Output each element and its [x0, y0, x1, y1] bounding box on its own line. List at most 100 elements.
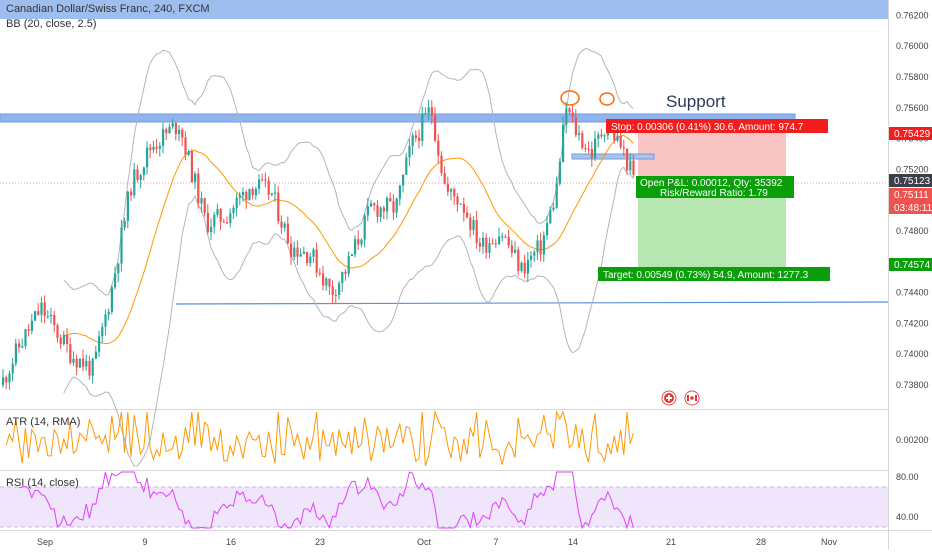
- candle-body: [62, 334, 65, 345]
- candle-body: [366, 206, 369, 216]
- candle-body: [376, 205, 379, 217]
- candle-body: [453, 189, 456, 197]
- candle-body: [552, 207, 555, 210]
- candle-body: [315, 249, 318, 273]
- candle-body: [264, 179, 267, 181]
- stop-zone[interactable]: [638, 130, 786, 183]
- candle-body: [286, 223, 289, 244]
- candle-body: [478, 242, 481, 247]
- rsi-band: [0, 487, 888, 527]
- candle-body: [334, 295, 337, 297]
- candle-body: [232, 207, 235, 214]
- price-tick-label: 0.74800: [896, 226, 929, 236]
- candle-body: [344, 271, 347, 274]
- target-price-badge: [889, 258, 932, 271]
- price-tick-label: 0.76200: [896, 10, 929, 20]
- stop-badge-text: Stop: 0.00306 (0.41%) 30.6, Amount: 974.…: [611, 122, 804, 133]
- rsi-legend[interactable]: RSI (14, close): [6, 477, 79, 489]
- current-price-badge: [889, 174, 932, 187]
- candle-body: [98, 336, 101, 352]
- price-tick-label: 0.74400: [896, 288, 929, 298]
- candle-body: [440, 155, 443, 174]
- candle-body: [405, 157, 408, 175]
- candle-body: [146, 147, 149, 168]
- candle-body: [270, 193, 273, 195]
- candle-body: [120, 227, 123, 264]
- candle-body: [526, 259, 529, 274]
- candle-body: [66, 334, 69, 345]
- candle-body: [622, 147, 625, 149]
- candle-body: [152, 146, 155, 151]
- candle-body: [178, 129, 181, 135]
- candle-body: [350, 254, 353, 256]
- candle-body: [578, 133, 581, 135]
- support-label[interactable]: Support: [666, 92, 726, 111]
- price-tick-label: 0.73800: [896, 380, 929, 390]
- candle-body: [357, 239, 360, 245]
- top-resistance-zone[interactable]: [0, 0, 888, 19]
- candle-body: [485, 237, 488, 253]
- candle-body: [226, 222, 229, 224]
- candle-body: [267, 180, 270, 195]
- candle-body: [2, 377, 5, 385]
- candle-body: [40, 302, 43, 315]
- candle-body: [517, 249, 520, 271]
- support-zone[interactable]: [0, 113, 796, 123]
- top-marker-right[interactable]: [599, 92, 615, 106]
- bb-legend[interactable]: BB (20, close, 2.5): [6, 18, 97, 30]
- candle-body: [101, 326, 104, 337]
- time-axis[interactable]: Sep 9 16 23 Oct 7 14 21 28 Nov: [37, 537, 838, 547]
- candle-body: [507, 237, 510, 246]
- candle-body: [424, 113, 427, 115]
- symbol-title[interactable]: Canadian Dollar/Swiss Franc, 240, FXCM: [6, 3, 210, 15]
- candle-body: [274, 192, 277, 194]
- candle-body: [277, 192, 280, 222]
- candle-body: [210, 226, 213, 233]
- bid-price-badge: [889, 188, 932, 201]
- candle-body: [370, 203, 373, 207]
- candle-body: [379, 207, 382, 217]
- candle-body: [581, 133, 584, 148]
- target-badge[interactable]: [598, 267, 830, 281]
- range-box[interactable]: [571, 153, 655, 160]
- candle-body: [542, 235, 545, 255]
- candle-body: [546, 223, 549, 236]
- candle-body: [616, 135, 619, 141]
- candle-body: [37, 311, 40, 315]
- price-tick-label: 0.74000: [896, 349, 929, 359]
- atr-legend[interactable]: ATR (14, RMA): [6, 416, 81, 428]
- candle-body: [104, 314, 107, 327]
- time-tick-label: Nov: [821, 537, 838, 547]
- stop-badge[interactable]: [606, 119, 828, 133]
- time-tick-label: 23: [315, 537, 325, 547]
- candle-body: [203, 198, 206, 213]
- candle-body: [222, 221, 225, 223]
- countdown-badge: [889, 201, 932, 214]
- candle-body: [488, 243, 491, 253]
- candle-body: [261, 179, 264, 181]
- swiss-flag-icon[interactable]: [661, 390, 677, 406]
- candle-body: [213, 214, 216, 227]
- candle-body: [613, 128, 616, 141]
- candle-body: [408, 146, 411, 158]
- candle-body: [306, 251, 309, 263]
- candle-body: [494, 243, 497, 245]
- candle-body: [206, 212, 209, 233]
- candle-body: [24, 329, 27, 347]
- rsi-tick-label: 80.00: [896, 472, 919, 482]
- candle-body: [302, 251, 305, 254]
- time-tick-label: 16: [226, 537, 236, 547]
- top-marker-left[interactable]: [560, 90, 580, 106]
- candle-body: [600, 134, 603, 137]
- time-tick-label: 7: [493, 537, 498, 547]
- pnl-badge[interactable]: [636, 176, 794, 198]
- canada-flag-icon[interactable]: [684, 390, 700, 406]
- time-tick-label: Sep: [37, 537, 53, 547]
- candle-body: [469, 217, 472, 231]
- candle-body: [341, 271, 344, 284]
- candle-body: [235, 197, 238, 208]
- lower-support-line[interactable]: [175, 301, 889, 305]
- candle-body: [312, 249, 315, 257]
